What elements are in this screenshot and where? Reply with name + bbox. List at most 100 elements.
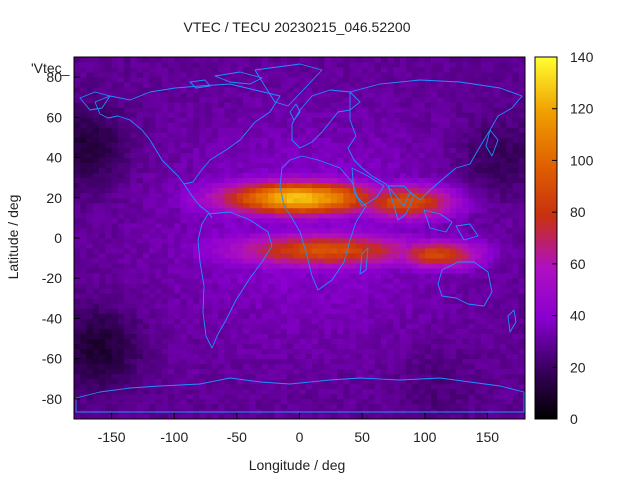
heatmap-cell (318, 157, 325, 163)
heatmap-cell (117, 177, 125, 184)
heatmap-cell (393, 167, 401, 174)
heatmap-cell (136, 82, 144, 88)
heatmap-cell (105, 283, 112, 289)
heatmap-cell (286, 338, 294, 344)
heatmap-cell (243, 207, 250, 214)
heatmap-cell (487, 378, 495, 385)
heatmap-cell (117, 97, 125, 103)
heatmap-cell (249, 72, 257, 78)
heatmap-cell (205, 92, 213, 98)
heatmap-cell (155, 358, 163, 365)
heatmap-cell (286, 107, 294, 113)
heatmap-cell (199, 187, 206, 194)
heatmap-cell (268, 97, 275, 103)
heatmap-cell (86, 358, 94, 365)
heatmap-cell (261, 363, 269, 370)
heatmap-cell (149, 92, 156, 98)
heatmap-cell (286, 177, 294, 184)
heatmap-cell (92, 67, 100, 73)
heatmap-cell (249, 353, 257, 360)
heatmap-cell (130, 363, 138, 370)
heatmap-cell (180, 413, 188, 419)
heatmap-cell (142, 348, 150, 355)
heatmap-cell (211, 67, 219, 73)
heatmap-cell (493, 197, 501, 204)
heatmap-cell (343, 303, 351, 309)
heatmap-cell (180, 127, 188, 133)
heatmap-cell (268, 167, 275, 174)
heatmap-cell (136, 187, 144, 194)
heatmap-cell (305, 318, 313, 324)
heatmap-cell (293, 253, 300, 259)
heatmap-cell (180, 353, 188, 360)
heatmap-cell (155, 403, 163, 410)
heatmap-cell (136, 303, 144, 309)
heatmap-cell (142, 363, 150, 370)
heatmap-cell (92, 288, 100, 294)
heatmap-cell (424, 298, 432, 304)
heatmap-cell (124, 102, 131, 108)
heatmap-cell (305, 182, 313, 189)
heatmap-cell (349, 348, 357, 355)
heatmap-cell (117, 398, 125, 405)
heatmap-cell (305, 273, 313, 279)
heatmap-cell (249, 318, 257, 324)
heatmap-cell (374, 248, 382, 254)
heatmap-cell (268, 162, 275, 169)
heatmap-cell (493, 152, 501, 158)
heatmap-cell (180, 217, 188, 224)
heatmap-cell (74, 303, 81, 309)
heatmap-cell (330, 92, 338, 98)
heatmap-cell (374, 202, 382, 209)
heatmap-cell (337, 157, 344, 163)
heatmap-cell (224, 353, 231, 360)
heatmap-cell (355, 363, 363, 370)
heatmap-cell (293, 348, 300, 355)
heatmap-cell (174, 132, 181, 138)
heatmap-cell (343, 338, 351, 344)
heatmap-cell (124, 333, 131, 339)
heatmap-cell (374, 222, 382, 229)
heatmap-cell (111, 182, 119, 189)
heatmap-cell (149, 232, 156, 239)
heatmap-cell (199, 253, 206, 259)
heatmap-cell (224, 192, 231, 199)
heatmap-cell (274, 333, 282, 339)
heatmap-cell (274, 328, 282, 334)
heatmap-cell (487, 132, 495, 138)
heatmap-cell (186, 278, 194, 284)
heatmap-cell (243, 177, 250, 184)
heatmap-cell (74, 383, 81, 390)
heatmap-cell (142, 263, 150, 269)
heatmap-cell (380, 222, 388, 229)
heatmap-cell (468, 172, 476, 179)
heatmap-cell (161, 62, 169, 68)
heatmap-cell (218, 192, 225, 199)
heatmap-cell (393, 97, 401, 103)
heatmap-cell (74, 232, 81, 239)
heatmap-cell (136, 232, 144, 239)
heatmap-cell (499, 268, 507, 274)
heatmap-cell (362, 328, 369, 334)
heatmap-cell (243, 348, 250, 355)
heatmap-cell (149, 157, 156, 163)
heatmap-cell (324, 57, 332, 63)
heatmap-cell (136, 72, 144, 78)
heatmap-cell (92, 238, 100, 244)
heatmap-cell (136, 258, 144, 264)
heatmap-cell (286, 283, 294, 289)
heatmap-cell (268, 182, 275, 189)
heatmap-cell (280, 248, 288, 254)
heatmap-cell (431, 273, 438, 279)
heatmap-cell (230, 403, 238, 410)
heatmap-cell (161, 403, 169, 410)
heatmap-cell (362, 197, 369, 204)
heatmap-cell (337, 152, 344, 158)
heatmap-cell (105, 177, 112, 184)
heatmap-cell (462, 102, 470, 108)
heatmap-cell (230, 67, 238, 73)
heatmap-cell (167, 373, 175, 380)
heatmap-cell (405, 227, 413, 234)
heatmap-cell (424, 318, 432, 324)
heatmap-cell (136, 268, 144, 274)
